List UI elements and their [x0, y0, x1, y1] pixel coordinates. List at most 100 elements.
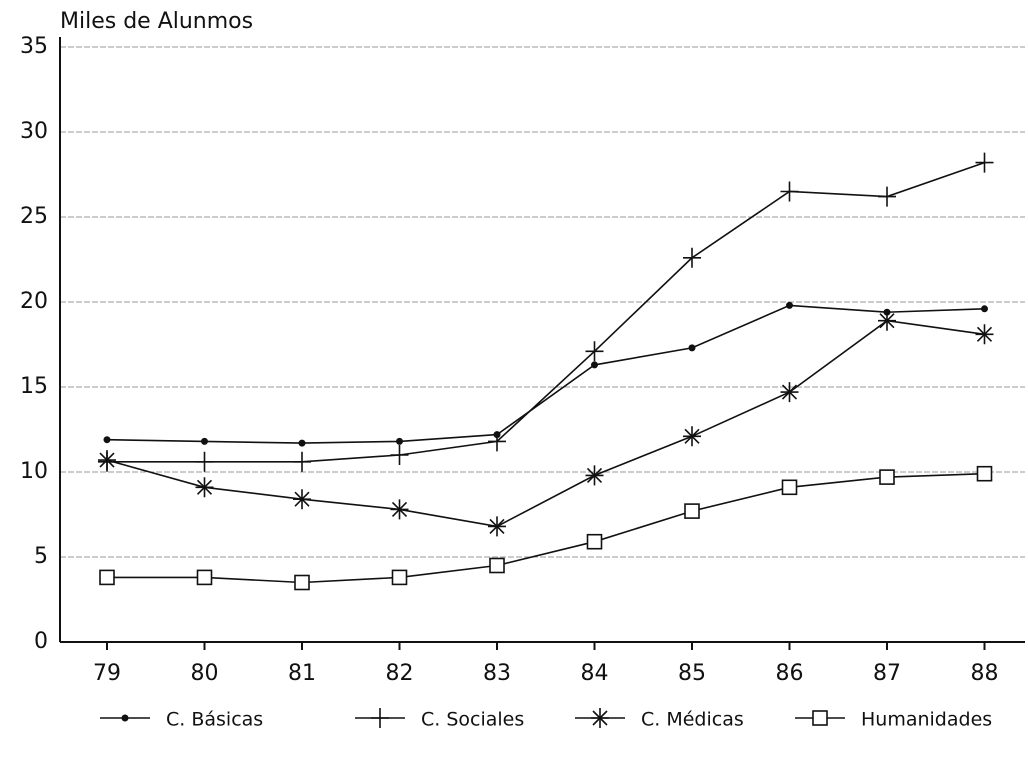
marker-diag	[391, 501, 408, 517]
marker-diag	[586, 467, 603, 483]
marker	[585, 341, 604, 362]
marker	[683, 247, 701, 268]
x-tick-label: 80	[191, 661, 219, 686]
marker	[99, 569, 115, 586]
marker	[878, 310, 896, 331]
marker	[591, 708, 609, 728]
marker-cross	[585, 341, 604, 362]
marker-diag	[781, 384, 798, 400]
marker-square	[976, 465, 993, 482]
y-tick-label: 35	[20, 34, 48, 59]
y-tick-label: 0	[34, 629, 48, 654]
marker-dot	[396, 437, 403, 445]
marker	[294, 574, 310, 591]
marker-dot	[103, 436, 111, 444]
marker-diag	[99, 452, 115, 468]
marker-cross	[488, 431, 506, 452]
series-line	[106, 319, 985, 528]
marker	[976, 465, 993, 482]
marker	[391, 569, 408, 586]
marker-diag	[294, 491, 310, 507]
marker	[195, 451, 214, 472]
marker-square	[879, 469, 895, 485]
x-tick-label: 84	[581, 661, 609, 686]
marker	[781, 479, 798, 496]
marker-dot	[121, 714, 129, 722]
marker-diag	[684, 428, 700, 444]
marker-square	[489, 557, 505, 574]
marker	[396, 437, 403, 445]
x-tick-label: 79	[93, 661, 121, 686]
marker	[683, 426, 701, 447]
legend-label: C. Sociales	[421, 709, 524, 731]
marker	[293, 489, 311, 510]
marker	[489, 557, 505, 574]
marker-dot	[298, 439, 306, 447]
y-tick-label: 15	[20, 374, 48, 399]
marker	[878, 186, 896, 207]
marker	[298, 439, 306, 447]
marker	[293, 451, 311, 472]
x-tick-label: 87	[873, 661, 901, 686]
marker	[121, 714, 129, 722]
marker-cross	[780, 181, 799, 202]
series-line	[106, 304, 985, 444]
marker	[98, 450, 116, 471]
x-tick-label: 83	[483, 661, 511, 686]
marker	[975, 152, 994, 173]
y-tick-label: 25	[20, 204, 48, 229]
marker	[390, 499, 409, 520]
marker-square	[294, 574, 310, 591]
marker	[879, 469, 895, 485]
marker-square	[684, 503, 700, 519]
legend-label: C. Médicas	[641, 709, 744, 731]
marker-square	[812, 710, 828, 726]
marker	[103, 436, 111, 444]
series-line	[107, 161, 985, 463]
marker-diag	[879, 313, 895, 329]
marker-square	[99, 569, 115, 586]
legend-label: Humanidades	[861, 709, 992, 731]
marker	[586, 533, 603, 550]
marker	[684, 503, 700, 519]
marker-cross	[293, 451, 311, 472]
marker	[688, 344, 696, 352]
marker-diag	[592, 710, 608, 726]
marker	[786, 301, 793, 309]
marker	[195, 477, 214, 498]
marker	[981, 305, 988, 313]
marker-square	[781, 479, 798, 496]
marker	[488, 516, 506, 537]
marker-cross	[683, 247, 701, 268]
marker	[591, 361, 598, 369]
marker	[780, 181, 799, 202]
marker-dot	[201, 437, 208, 445]
marker-square	[391, 569, 408, 586]
y-tick-label: 10	[20, 459, 48, 484]
marker	[975, 324, 994, 345]
marker-diag	[489, 518, 505, 534]
marker-cross	[371, 708, 389, 728]
marker	[371, 708, 389, 728]
y-tick-label: 20	[20, 289, 48, 314]
marker-square	[586, 533, 603, 550]
marker	[390, 445, 409, 465]
marker-diag	[196, 479, 213, 495]
legend-label: C. Básicas	[166, 709, 263, 731]
marker	[488, 431, 506, 452]
series-line	[107, 472, 985, 584]
x-tick-label: 85	[678, 661, 706, 686]
marker	[196, 569, 213, 586]
marker-dot	[688, 344, 696, 352]
marker-diag	[976, 326, 993, 342]
marker-cross	[878, 186, 896, 207]
marker	[780, 382, 799, 403]
x-tick-label: 88	[971, 661, 999, 686]
x-tick-label: 82	[386, 661, 414, 686]
marker-cross	[195, 451, 214, 472]
marker-cross	[390, 445, 409, 465]
marker	[812, 710, 828, 726]
y-tick-label: 5	[34, 544, 48, 569]
x-tick-label: 86	[776, 661, 804, 686]
